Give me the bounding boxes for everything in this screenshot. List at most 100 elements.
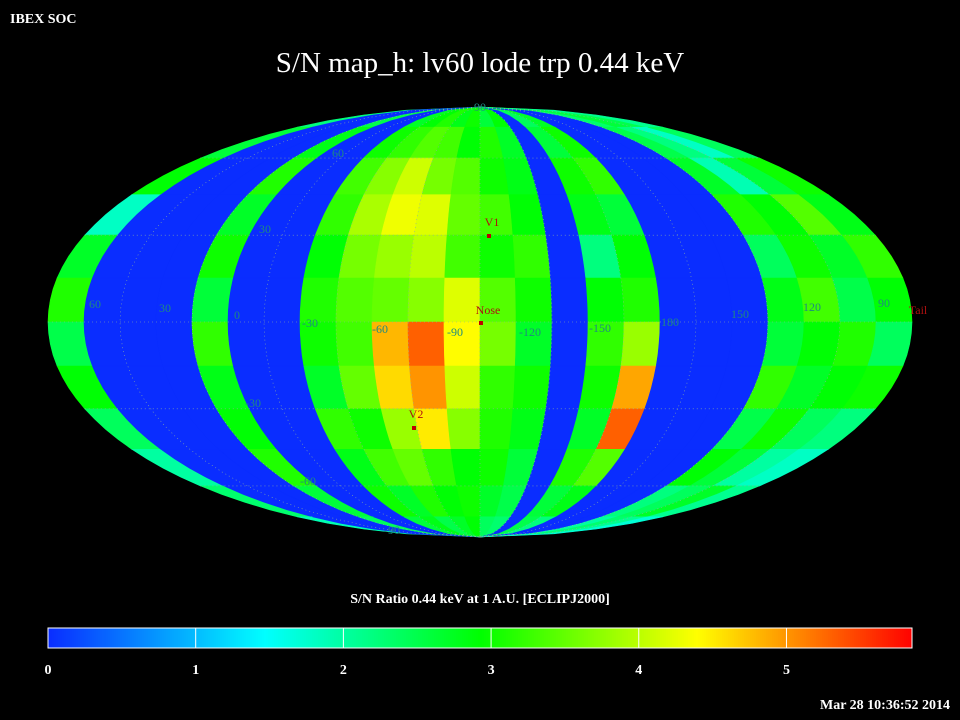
map-cell xyxy=(479,321,517,367)
colorbar-segment xyxy=(718,628,721,648)
colorbar-segment xyxy=(334,628,337,648)
colorbar-segment xyxy=(322,628,325,648)
colorbar-segment xyxy=(882,628,885,648)
colorbar-segment xyxy=(330,628,333,648)
colorbar-segment xyxy=(908,628,911,648)
colorbar-segment xyxy=(540,628,543,648)
colorbar-segment xyxy=(460,628,463,648)
colorbar-segment xyxy=(458,628,461,648)
colorbar-segment xyxy=(356,628,359,648)
colorbar-segment xyxy=(780,628,783,648)
colorbar-segment xyxy=(696,628,699,648)
colorbar-segment xyxy=(902,628,905,648)
colorbar-segment xyxy=(264,628,267,648)
colorbar-segment xyxy=(256,628,259,648)
colorbar-segment xyxy=(118,628,121,648)
colorbar-segment xyxy=(60,628,63,648)
colorbar-segment xyxy=(736,628,739,648)
colorbar-segment xyxy=(210,628,213,648)
colorbar-segment xyxy=(760,628,763,648)
colorbar-segment xyxy=(750,628,753,648)
colorbar-segment xyxy=(734,628,737,648)
colorbar-segment xyxy=(728,628,731,648)
colorbar-segment xyxy=(640,628,643,648)
colorbar-segment xyxy=(158,628,161,648)
map-cell xyxy=(545,234,587,279)
colorbar-segment xyxy=(786,628,789,648)
colorbar-segment xyxy=(744,628,747,648)
colorbar-segment xyxy=(782,628,785,648)
colorbar-segment xyxy=(372,628,375,648)
colorbar-segment xyxy=(860,628,863,648)
colorbar-segment xyxy=(572,628,575,648)
colorbar-segment xyxy=(478,628,481,648)
colorbar-segment xyxy=(332,628,335,648)
latitude-label: 60 xyxy=(332,146,344,160)
colorbar-segment xyxy=(416,628,419,648)
colorbar-segment xyxy=(48,628,51,648)
colorbar-segment xyxy=(192,628,195,648)
colorbar-segment xyxy=(686,628,689,648)
colorbar-segment xyxy=(886,628,889,648)
colorbar-segment xyxy=(802,628,805,648)
colorbar-segment xyxy=(508,628,511,648)
colorbar-segment xyxy=(186,628,189,648)
colorbar-segment xyxy=(574,628,577,648)
colorbar-segment xyxy=(778,628,781,648)
colorbar-segment xyxy=(758,628,761,648)
map-cell xyxy=(155,277,199,323)
colorbar-segment xyxy=(152,628,155,648)
colorbar-segment xyxy=(682,628,685,648)
marker-dot xyxy=(412,426,416,430)
longitude-label: -90 xyxy=(447,325,463,339)
colorbar-segment xyxy=(56,628,59,648)
colorbar-segment xyxy=(872,628,875,648)
colorbar-segment xyxy=(368,628,371,648)
longitude-label: -30 xyxy=(302,316,318,330)
colorbar-segment xyxy=(350,628,353,648)
graticule-meridian xyxy=(479,106,697,538)
colorbar-segment xyxy=(168,628,171,648)
colorbar-segment xyxy=(104,628,107,648)
colorbar-segment xyxy=(798,628,801,648)
colorbar-segment xyxy=(710,628,713,648)
colorbar-segment xyxy=(852,628,855,648)
colorbar-segment xyxy=(820,628,823,648)
colorbar-segment xyxy=(420,628,423,648)
colorbar-segment xyxy=(806,628,809,648)
colorbar-segment xyxy=(866,628,869,648)
colorbar-segment xyxy=(400,628,403,648)
colorbar-segment xyxy=(684,628,687,648)
colorbar-segment xyxy=(148,628,151,648)
colorbar-segment xyxy=(774,628,777,648)
colorbar-segment xyxy=(68,628,71,648)
colorbar-segment xyxy=(900,628,903,648)
colorbar-segment xyxy=(474,628,477,648)
colorbar-tick-label: 4 xyxy=(635,663,642,678)
longitude-label: -150 xyxy=(589,321,611,335)
colorbar-segment xyxy=(876,628,879,648)
colorbar-segment xyxy=(674,628,677,648)
map-cell xyxy=(191,321,234,367)
longitude-label: 0 xyxy=(234,308,240,322)
colorbar-segment xyxy=(246,628,249,648)
colorbar-segment xyxy=(318,628,321,648)
map-cell xyxy=(796,321,841,367)
colorbar-segment xyxy=(892,628,895,648)
colorbar-segment xyxy=(304,628,307,648)
colorbar-segment xyxy=(838,628,841,648)
map-cell xyxy=(691,321,733,367)
colorbar-segment xyxy=(348,628,351,648)
colorbar-segment xyxy=(376,628,379,648)
longitude-label: 90 xyxy=(878,296,890,310)
colorbar-segment xyxy=(316,628,319,648)
colorbar-segment xyxy=(742,628,745,648)
colorbar-segment xyxy=(492,628,495,648)
colorbar-segment xyxy=(54,628,57,648)
map-cell xyxy=(443,277,481,323)
colorbar-segment xyxy=(138,628,141,648)
colorbar-segment xyxy=(694,628,697,648)
map-cell xyxy=(263,277,305,323)
colorbar-segment xyxy=(884,628,887,648)
